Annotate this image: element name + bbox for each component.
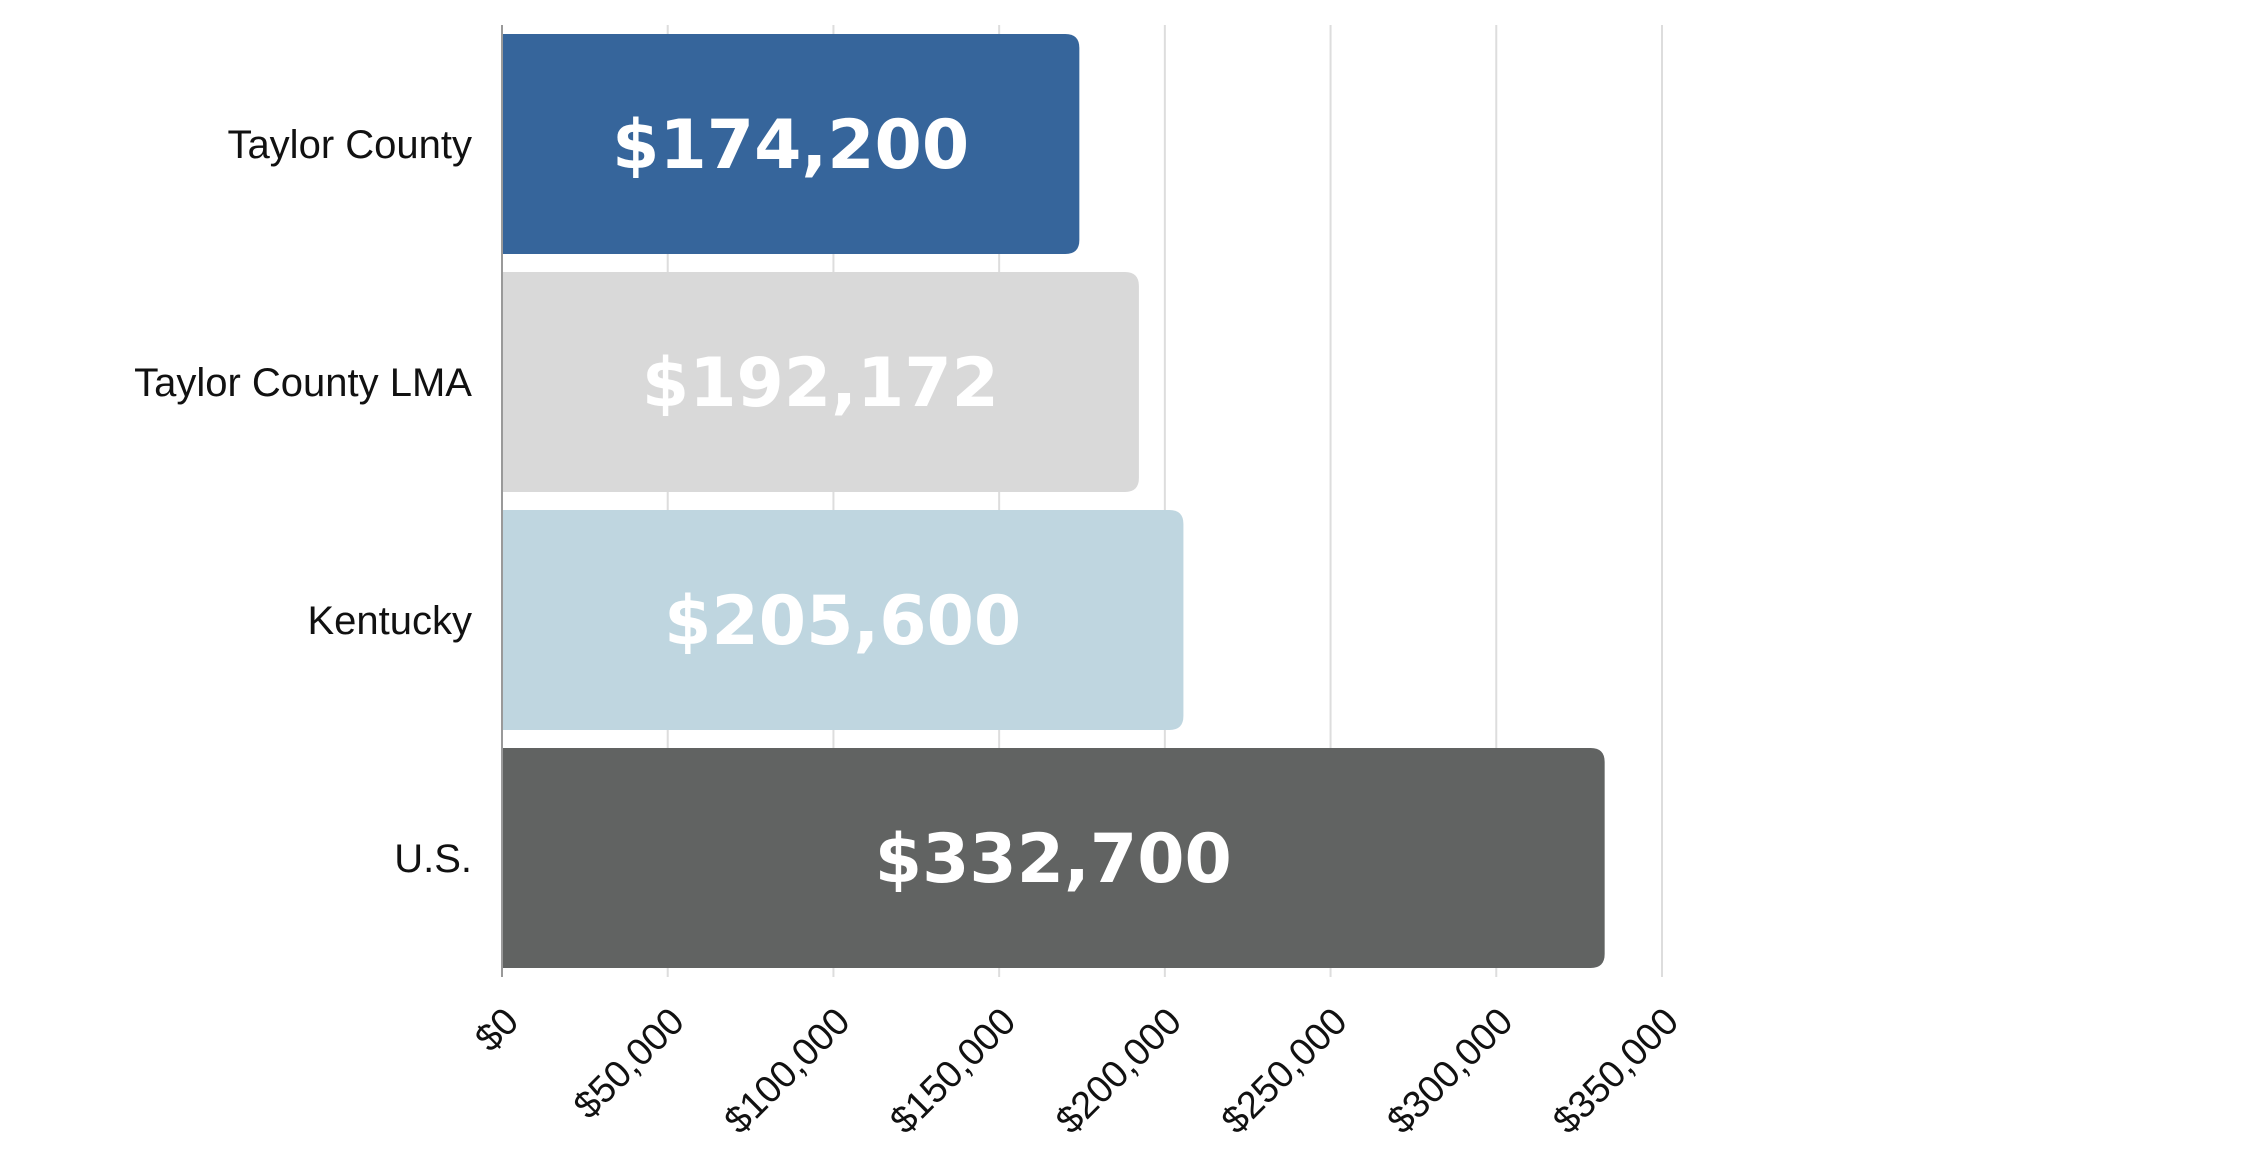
category-label-2: Taylor County LMA — [134, 361, 472, 405]
category-label-1: Taylor County — [227, 123, 472, 167]
bar-4 — [502, 748, 1605, 968]
x-tick-label-3: $100,000 — [717, 1000, 859, 1142]
x-tick-labels: $0 $50,000 $100,000 $150,000 $200,000 $250,00… — [467, 1000, 1687, 1142]
x-tick-label-2: $50,000 — [566, 1000, 693, 1127]
bar-1 — [502, 34, 1080, 254]
data-label-3: $205,600 — [664, 582, 1021, 661]
x-tick-label-4: $150,000 — [882, 1000, 1024, 1142]
x-tick-label-5: $200,000 — [1048, 1000, 1190, 1142]
data-label-2: $192,172 — [642, 344, 999, 423]
x-tick-label-7: $300,000 — [1380, 1000, 1522, 1142]
x-tick-label-6: $250,000 — [1214, 1000, 1356, 1142]
data-labels: $174,200 $192,172 $205,600 $332,700 — [612, 106, 1232, 899]
bar-2 — [502, 272, 1139, 492]
category-label-3: Kentucky — [307, 599, 472, 643]
data-label-1: $174,200 — [612, 106, 969, 185]
bars — [502, 34, 1605, 968]
category-labels: Taylor County Taylor County LMA Kentucky U.… — [134, 123, 472, 881]
data-label-4: $332,700 — [875, 820, 1232, 899]
category-label-4: U.S. — [394, 837, 472, 881]
bar-3 — [502, 510, 1184, 730]
x-tick-label-1: $0 — [467, 1000, 527, 1060]
x-tick-label-8: $350,000 — [1545, 1000, 1687, 1142]
